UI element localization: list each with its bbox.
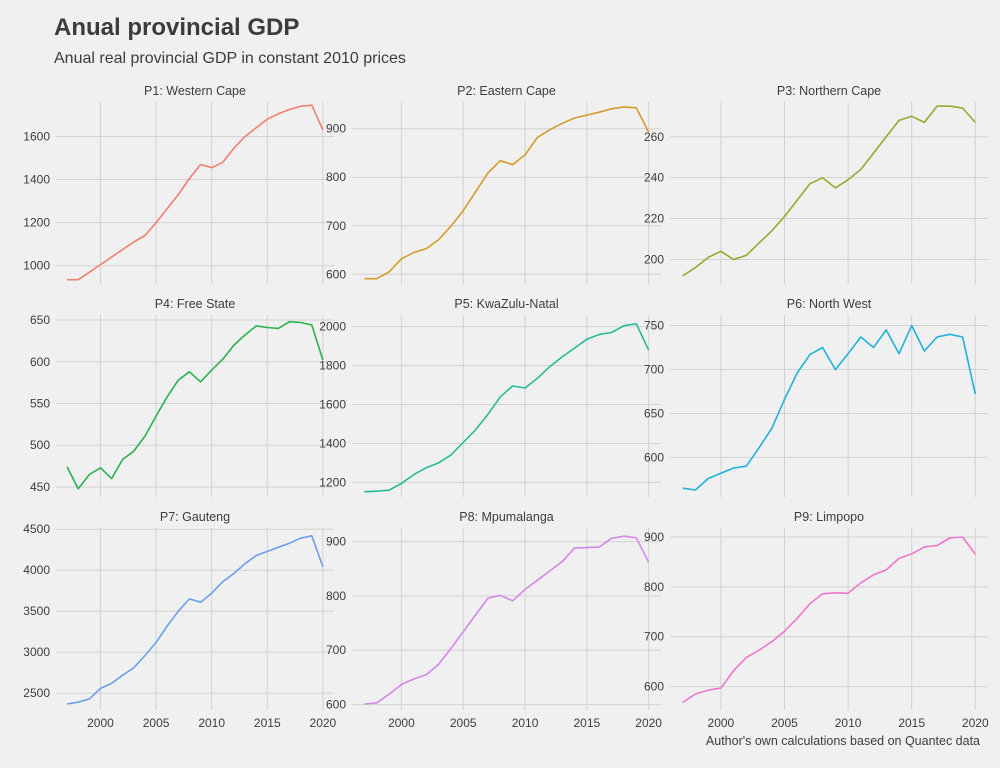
y-tick-label: 1800	[319, 359, 346, 373]
y-tick-label: 1200	[23, 216, 50, 230]
y-tick-label: 600	[644, 450, 664, 464]
x-tick-label: 2000	[388, 716, 415, 730]
facet-panel-1: P1: Western Cape 1000 1200 1400 1600	[23, 84, 334, 284]
chart-title: Anual provincial GDP	[54, 14, 300, 41]
y-tick-label: 900	[326, 535, 346, 549]
x-tick-label: 2020	[310, 716, 337, 730]
y-tick-label: 650	[30, 313, 50, 327]
y-tick-label: 450	[30, 480, 50, 494]
y-tick-label: 3500	[23, 604, 50, 618]
series-line	[66, 534, 324, 705]
facet-panel-3: P3: Northern Cape 200 220 240 260	[644, 84, 988, 284]
y-tick-label: 600	[326, 698, 346, 712]
y-tick-label: 700	[644, 630, 664, 644]
facet-panel-5: P5: KwaZulu-Natal 1200 1400 1600 1800 2000	[319, 297, 661, 497]
panel-title: P8: Mpumalanga	[459, 510, 554, 524]
y-tick-label: 650	[644, 406, 664, 420]
panel-title: P3: Northern Cape	[777, 84, 881, 98]
series-line	[364, 535, 650, 705]
x-tick-label: 2010	[512, 716, 539, 730]
panel-title: P4: Free State	[155, 297, 236, 311]
facet-panel-8: P8: Mpumalanga 600 700 800 900 2000 2005 2010 20…	[326, 510, 662, 730]
facet-panel-2: P2: Eastern Cape 600 700 800 900	[326, 84, 661, 284]
y-tick-label: 600	[644, 680, 664, 694]
y-tick-label: 200	[644, 252, 664, 266]
panel-title: P5: KwaZulu-Natal	[454, 297, 558, 311]
y-tick-label: 2000	[319, 320, 346, 334]
facet-panel-7: P7: Gauteng 2500 3000 3500 4000 4500 2000 2005 2…	[23, 510, 336, 730]
series-line	[364, 322, 650, 493]
y-tick-label: 3000	[23, 645, 50, 659]
panel-title: P9: Limpopo	[794, 510, 864, 524]
x-tick-label: 2010	[198, 716, 225, 730]
series-line	[682, 536, 976, 704]
x-tick-label: 2005	[143, 716, 170, 730]
y-tick-label: 1600	[23, 129, 50, 143]
y-tick-label: 700	[326, 219, 346, 233]
series-line	[682, 324, 977, 491]
y-tick-label: 2500	[23, 686, 50, 700]
series-line	[682, 105, 976, 277]
y-tick-label: 1600	[319, 398, 346, 412]
x-tick-label: 2005	[771, 716, 798, 730]
y-tick-label: 220	[644, 212, 664, 226]
facet-panel-4: P4: Free State 450 500 550 600 650	[30, 297, 334, 497]
panel-title: P2: Eastern Cape	[457, 84, 556, 98]
y-tick-label: 240	[644, 171, 664, 185]
series-line	[364, 106, 650, 280]
x-tick-label: 2005	[450, 716, 477, 730]
y-tick-label: 600	[326, 267, 346, 281]
y-tick-label: 1400	[23, 173, 50, 187]
y-tick-label: 4500	[23, 522, 50, 536]
y-tick-label: 900	[644, 530, 664, 544]
panel-title: P1: Western Cape	[144, 84, 246, 98]
y-tick-label: 900	[326, 122, 346, 136]
y-tick-label: 550	[30, 396, 50, 410]
series-line	[67, 104, 324, 281]
facet-panel-6: P6: North West 600 650 700 750	[644, 297, 988, 497]
series-line	[66, 320, 324, 490]
y-tick-label: 800	[326, 170, 346, 184]
x-tick-label: 2015	[573, 716, 600, 730]
y-tick-label: 4000	[23, 563, 50, 577]
x-tick-label: 2000	[87, 716, 114, 730]
x-tick-label: 2000	[708, 716, 735, 730]
y-tick-label: 600	[30, 355, 50, 369]
y-tick-label: 700	[326, 643, 346, 657]
chart-subtitle: Anual real provincial GDP in constant 20…	[54, 50, 406, 67]
panel-title: P7: Gauteng	[160, 510, 230, 524]
x-tick-label: 2020	[962, 716, 989, 730]
y-tick-label: 800	[326, 589, 346, 603]
y-tick-label: 500	[30, 438, 50, 452]
x-tick-label: 2010	[835, 716, 862, 730]
chart-caption: Author's own calculations based on Quant…	[705, 734, 980, 748]
y-tick-label: 700	[644, 363, 664, 377]
y-tick-label: 260	[644, 130, 664, 144]
x-tick-label: 2020	[635, 716, 662, 730]
y-tick-label: 800	[644, 580, 664, 594]
facet-panel-9: P9: Limpopo 600 700 800 900 2000 2005 2010 2015 2…	[644, 510, 989, 730]
panel-title: P6: North West	[787, 297, 872, 311]
y-tick-label: 1000	[23, 259, 50, 273]
y-tick-label: 1200	[319, 475, 346, 489]
x-tick-label: 2015	[254, 716, 281, 730]
y-tick-label: 750	[644, 319, 664, 333]
y-tick-label: 1400	[319, 436, 346, 450]
x-tick-label: 2015	[898, 716, 925, 730]
